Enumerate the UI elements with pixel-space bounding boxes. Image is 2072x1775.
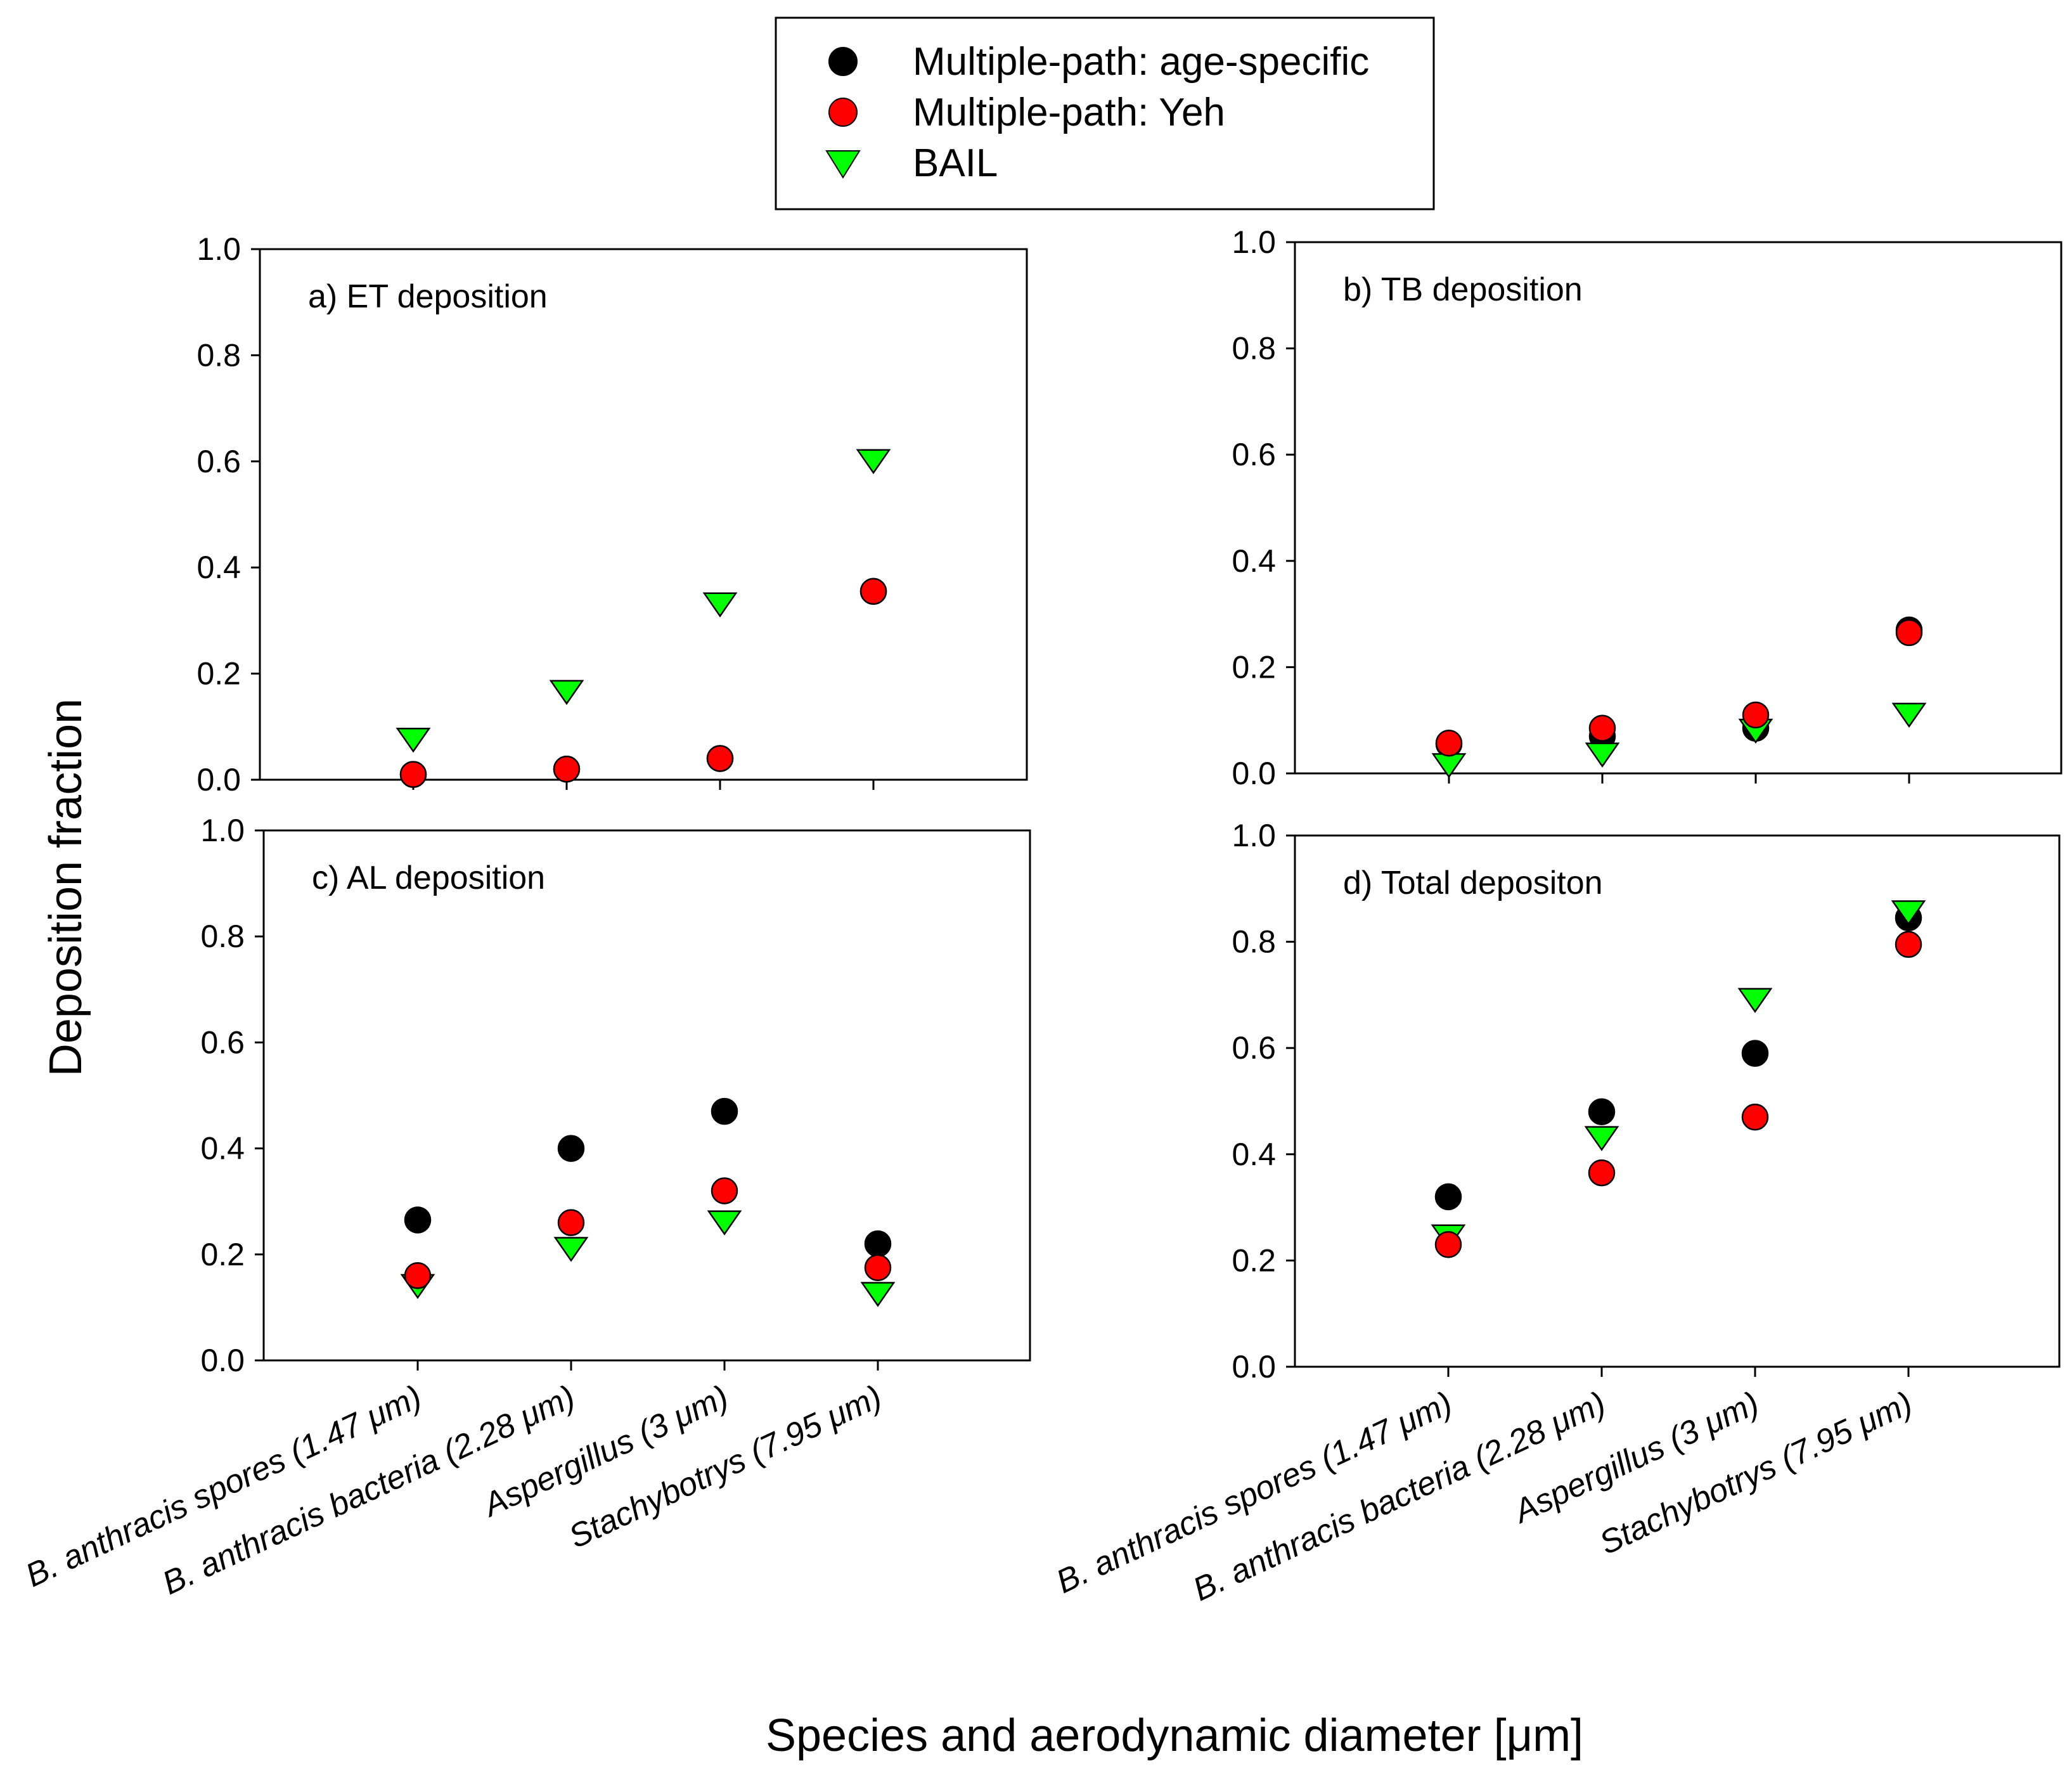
y-tick-label-d: 0.2 [1232,1242,1276,1278]
y-tick-label-c: 0.8 [200,919,245,954]
plot-frame-b [1294,241,2062,775]
data-point-c-bail [553,1237,589,1262]
plot-frame-c [262,829,1031,1362]
data-point-b-yeh [1895,619,1923,647]
y-tick-label-a: 0.8 [196,337,241,373]
data-point-c-bail [707,1210,742,1236]
legend-box [775,16,1435,210]
data-point-d-age-specific [1434,1183,1462,1211]
data-point-a-bail [396,727,431,753]
data-point-b-bail [1891,702,1927,728]
data-point-a-bail [702,592,738,617]
panel-a-et-deposition: 0.0 0.2 0.4 0.6 0.8 1.0 a) ET deposition [196,231,1028,797]
data-point-c-age-specific [864,1230,892,1258]
data-point-c-age-specific [404,1206,432,1234]
y-tick-label-a: 0.6 [196,444,241,479]
data-point-d-yeh [1588,1159,1616,1187]
data-point-c-age-specific [711,1097,738,1125]
data-point-a-bail [549,680,584,706]
panel-title-a: a) ET deposition [308,278,548,315]
data-point-b-yeh [1435,729,1463,757]
data-point-b-bail [1585,742,1620,768]
y-tick-label-a: 1.0 [196,231,241,267]
x-axis-title: Species and aerodynamic diameter [μm] [766,1710,1583,1761]
data-point-c-yeh [404,1262,432,1289]
legend-label-bail: BAIL [913,141,998,185]
data-point-d-bail [1737,988,1773,1013]
data-point-b-yeh [1742,701,1770,729]
y-tick-label-a: 0.4 [196,550,241,585]
y-tick-label-c: 1.0 [200,813,245,848]
legend-label-yeh: Multiple-path: Yeh [913,91,1225,134]
y-tick-label-d: 1.0 [1232,818,1276,853]
legend-label-age-specific: Multiple-path: age-specific [913,40,1369,84]
y-tick-label-c: 0.4 [200,1131,245,1166]
y-tick-label-d: 0.4 [1232,1137,1276,1172]
y-tick-label-c: 0.0 [200,1343,245,1378]
data-point-b-yeh [1588,714,1616,742]
y-axis-title: Deposition fraction [41,699,91,1076]
data-point-a-yeh [399,761,427,788]
data-point-d-age-specific [1588,1098,1616,1126]
y-tick-label-c: 0.2 [200,1237,245,1272]
data-point-c-age-specific [557,1135,585,1162]
y-tick-label-a: 0.2 [196,656,241,692]
plot-frame-d [1294,834,2061,1368]
data-point-d-yeh [1895,931,1922,958]
legend-marker-yeh [828,98,858,127]
data-point-d-bail [1584,1126,1619,1151]
y-tick-label-b: 0.2 [1232,649,1276,685]
y-tick-label-d: 0.6 [1232,1030,1276,1066]
y-tick-label-c: 0.6 [200,1024,245,1060]
y-tick-label-d: 0.0 [1232,1349,1276,1384]
panel-title-b: b) TB deposition [1343,271,1583,308]
legend-marker-bail [825,150,861,179]
data-point-c-yeh [557,1209,585,1236]
y-tick-label-b: 1.0 [1232,224,1276,260]
panel-title-d: d) Total depositon [1343,865,1603,901]
data-point-c-yeh [864,1254,892,1281]
y-tick-label-b: 0.0 [1232,756,1276,791]
panel-b-tb-deposition: 0.0 0.2 0.4 0.6 0.8 1.0 b) TB deposition [1232,224,2062,791]
data-point-c-yeh [711,1177,738,1204]
data-point-c-bail [860,1282,896,1307]
y-tick-label-a: 0.0 [196,762,241,797]
legend-marker-age-specific [828,47,858,76]
data-point-a-yeh [859,578,887,605]
y-tick-label-b: 0.6 [1232,437,1276,472]
data-point-d-bail [1891,900,1926,926]
data-point-a-yeh [553,756,581,783]
data-point-a-yeh [706,745,734,772]
legend: Multiple-path: age-specific Multiple-pat… [775,16,1435,210]
plot-frame-a [259,248,1028,781]
y-tick-label-b: 0.4 [1232,543,1276,579]
data-point-d-age-specific [1741,1040,1769,1067]
data-point-d-yeh [1434,1231,1462,1258]
panel-title-c: c) AL deposition [312,860,545,896]
data-point-a-bail [856,449,891,474]
y-tick-label-b: 0.8 [1232,331,1276,366]
data-point-d-yeh [1741,1103,1769,1131]
y-tick-label-d: 0.8 [1232,924,1276,960]
